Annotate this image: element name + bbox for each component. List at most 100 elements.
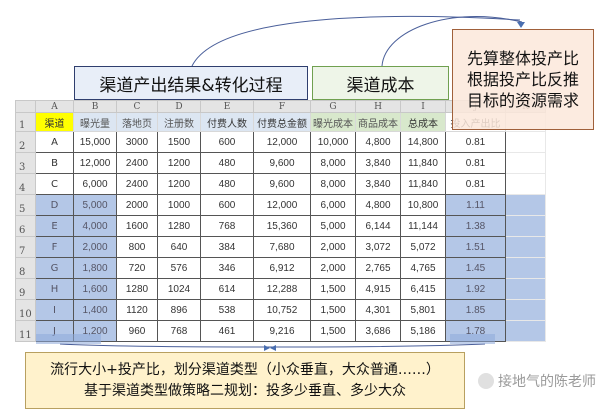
cell-total-cost[interactable]: 5,072 xyxy=(400,236,446,258)
cell-k[interactable] xyxy=(505,257,546,279)
cell-exposure-cost[interactable]: 1,500 xyxy=(310,320,356,342)
cell-total-cost[interactable]: 5,186 xyxy=(400,320,446,342)
cell-product-cost[interactable]: 3,840 xyxy=(355,152,401,174)
row-number[interactable]: 2 xyxy=(15,131,36,153)
cell-paying-users[interactable]: 600 xyxy=(200,194,254,216)
header-exposure[interactable]: 曝光量 xyxy=(73,112,117,132)
col-header-a[interactable]: A xyxy=(35,100,74,113)
cell-roi[interactable]: 0.81 xyxy=(445,131,506,153)
cell-channel[interactable]: D xyxy=(35,194,74,216)
cell-total-cost[interactable]: 6,415 xyxy=(400,278,446,300)
cell-product-cost[interactable]: 4,800 xyxy=(355,194,401,216)
cell-exposure-cost[interactable]: 8,000 xyxy=(310,173,356,195)
cell-channel[interactable]: C xyxy=(35,173,74,195)
cell-channel[interactable]: E xyxy=(35,215,74,237)
cell-exposure[interactable]: 15,000 xyxy=(73,131,117,153)
cell-exposure[interactable]: 1,400 xyxy=(73,299,117,321)
cell-roi[interactable]: 1.11 xyxy=(445,194,506,216)
cell-channel[interactable]: A xyxy=(35,131,74,153)
cell-registrations[interactable]: 1280 xyxy=(157,215,201,237)
row-number[interactable]: 5 xyxy=(15,194,36,216)
cell-registrations[interactable]: 1200 xyxy=(157,173,201,195)
cell-landing[interactable]: 720 xyxy=(116,257,158,279)
select-all-corner[interactable] xyxy=(15,100,36,113)
cell-roi[interactable]: 1.38 xyxy=(445,215,506,237)
row-number[interactable]: 11 xyxy=(15,320,36,342)
cell-paying-users[interactable]: 480 xyxy=(200,152,254,174)
header-landing-page[interactable]: 落地页 xyxy=(116,112,158,132)
col-header-h[interactable]: H xyxy=(355,100,401,113)
cell-product-cost[interactable]: 3,686 xyxy=(355,320,401,342)
cell-total-payment[interactable]: 15,360 xyxy=(253,215,311,237)
header-exposure-cost[interactable]: 曝光成本 xyxy=(310,112,356,132)
header-channel[interactable]: 渠道 xyxy=(35,112,74,132)
cell-exposure[interactable]: 6,000 xyxy=(73,173,117,195)
row-number[interactable]: 1 xyxy=(15,112,36,132)
cell-landing[interactable]: 800 xyxy=(116,236,158,258)
cell-exposure-cost[interactable]: 1,500 xyxy=(310,278,356,300)
cell-total-cost[interactable]: 10,800 xyxy=(400,194,446,216)
cell-roi[interactable]: 1.85 xyxy=(445,299,506,321)
cell-registrations[interactable]: 576 xyxy=(157,257,201,279)
cell-total-payment[interactable]: 9,216 xyxy=(253,320,311,342)
header-total-cost[interactable]: 总成本 xyxy=(400,112,446,132)
row-number[interactable]: 9 xyxy=(15,278,36,300)
cell-exposure[interactable]: 1,600 xyxy=(73,278,117,300)
col-header-i[interactable]: I xyxy=(400,100,446,113)
col-header-f[interactable]: F xyxy=(253,100,311,113)
cell-exposure-cost[interactable]: 1,500 xyxy=(310,299,356,321)
cell-registrations[interactable]: 1024 xyxy=(157,278,201,300)
cell-total-payment[interactable]: 12,288 xyxy=(253,278,311,300)
cell-exposure-cost[interactable]: 10,000 xyxy=(310,131,356,153)
cell-k[interactable] xyxy=(505,236,546,258)
cell-paying-users[interactable]: 768 xyxy=(200,215,254,237)
cell-product-cost[interactable]: 3,072 xyxy=(355,236,401,258)
cell-channel[interactable]: F xyxy=(35,236,74,258)
row-number[interactable]: 10 xyxy=(15,299,36,321)
cell-landing[interactable]: 2400 xyxy=(116,173,158,195)
cell-paying-users[interactable]: 538 xyxy=(200,299,254,321)
col-header-d[interactable]: D xyxy=(157,100,201,113)
cell-roi[interactable]: 0.81 xyxy=(445,152,506,174)
cell-k[interactable] xyxy=(505,194,546,216)
cell-total-payment[interactable]: 7,680 xyxy=(253,236,311,258)
cell-registrations[interactable]: 1200 xyxy=(157,152,201,174)
cell-channel[interactable]: H xyxy=(35,278,74,300)
cell-roi[interactable]: 1.45 xyxy=(445,257,506,279)
cell-total-payment[interactable]: 10,752 xyxy=(253,299,311,321)
cell-channel[interactable]: G xyxy=(35,257,74,279)
header-product-cost[interactable]: 商品成本 xyxy=(355,112,401,132)
cell-landing[interactable]: 960 xyxy=(116,320,158,342)
cell-k[interactable] xyxy=(505,152,546,174)
cell-registrations[interactable]: 1500 xyxy=(157,131,201,153)
cell-total-cost[interactable]: 11,840 xyxy=(400,152,446,174)
cell-exposure-cost[interactable]: 2,000 xyxy=(310,236,356,258)
row-number[interactable]: 8 xyxy=(15,257,36,279)
header-total-payment[interactable]: 付费总金额 xyxy=(253,112,311,132)
row-number[interactable]: 6 xyxy=(15,215,36,237)
cell-product-cost[interactable]: 3,840 xyxy=(355,173,401,195)
cell-exposure-cost[interactable]: 8,000 xyxy=(310,152,356,174)
cell-paying-users[interactable]: 600 xyxy=(200,131,254,153)
cell-product-cost[interactable]: 6,144 xyxy=(355,215,401,237)
cell-exposure[interactable]: 5,000 xyxy=(73,194,117,216)
cell-exposure[interactable]: 1,800 xyxy=(73,257,117,279)
cell-total-cost[interactable]: 4,765 xyxy=(400,257,446,279)
cell-registrations[interactable]: 640 xyxy=(157,236,201,258)
cell-registrations[interactable]: 768 xyxy=(157,320,201,342)
cell-roi[interactable]: 1.92 xyxy=(445,278,506,300)
cell-k[interactable] xyxy=(505,173,546,195)
cell-k[interactable] xyxy=(505,299,546,321)
header-registrations[interactable]: 注册数 xyxy=(157,112,201,132)
cell-exposure[interactable]: 2,000 xyxy=(73,236,117,258)
cell-total-cost[interactable]: 5,801 xyxy=(400,299,446,321)
cell-landing[interactable]: 1600 xyxy=(116,215,158,237)
cell-product-cost[interactable]: 4,915 xyxy=(355,278,401,300)
cell-roi[interactable]: 0.81 xyxy=(445,173,506,195)
cell-roi[interactable]: 1.51 xyxy=(445,236,506,258)
cell-paying-users[interactable]: 384 xyxy=(200,236,254,258)
cell-product-cost[interactable]: 4,800 xyxy=(355,131,401,153)
row-number[interactable]: 7 xyxy=(15,236,36,258)
cell-registrations[interactable]: 896 xyxy=(157,299,201,321)
cell-k[interactable] xyxy=(505,278,546,300)
